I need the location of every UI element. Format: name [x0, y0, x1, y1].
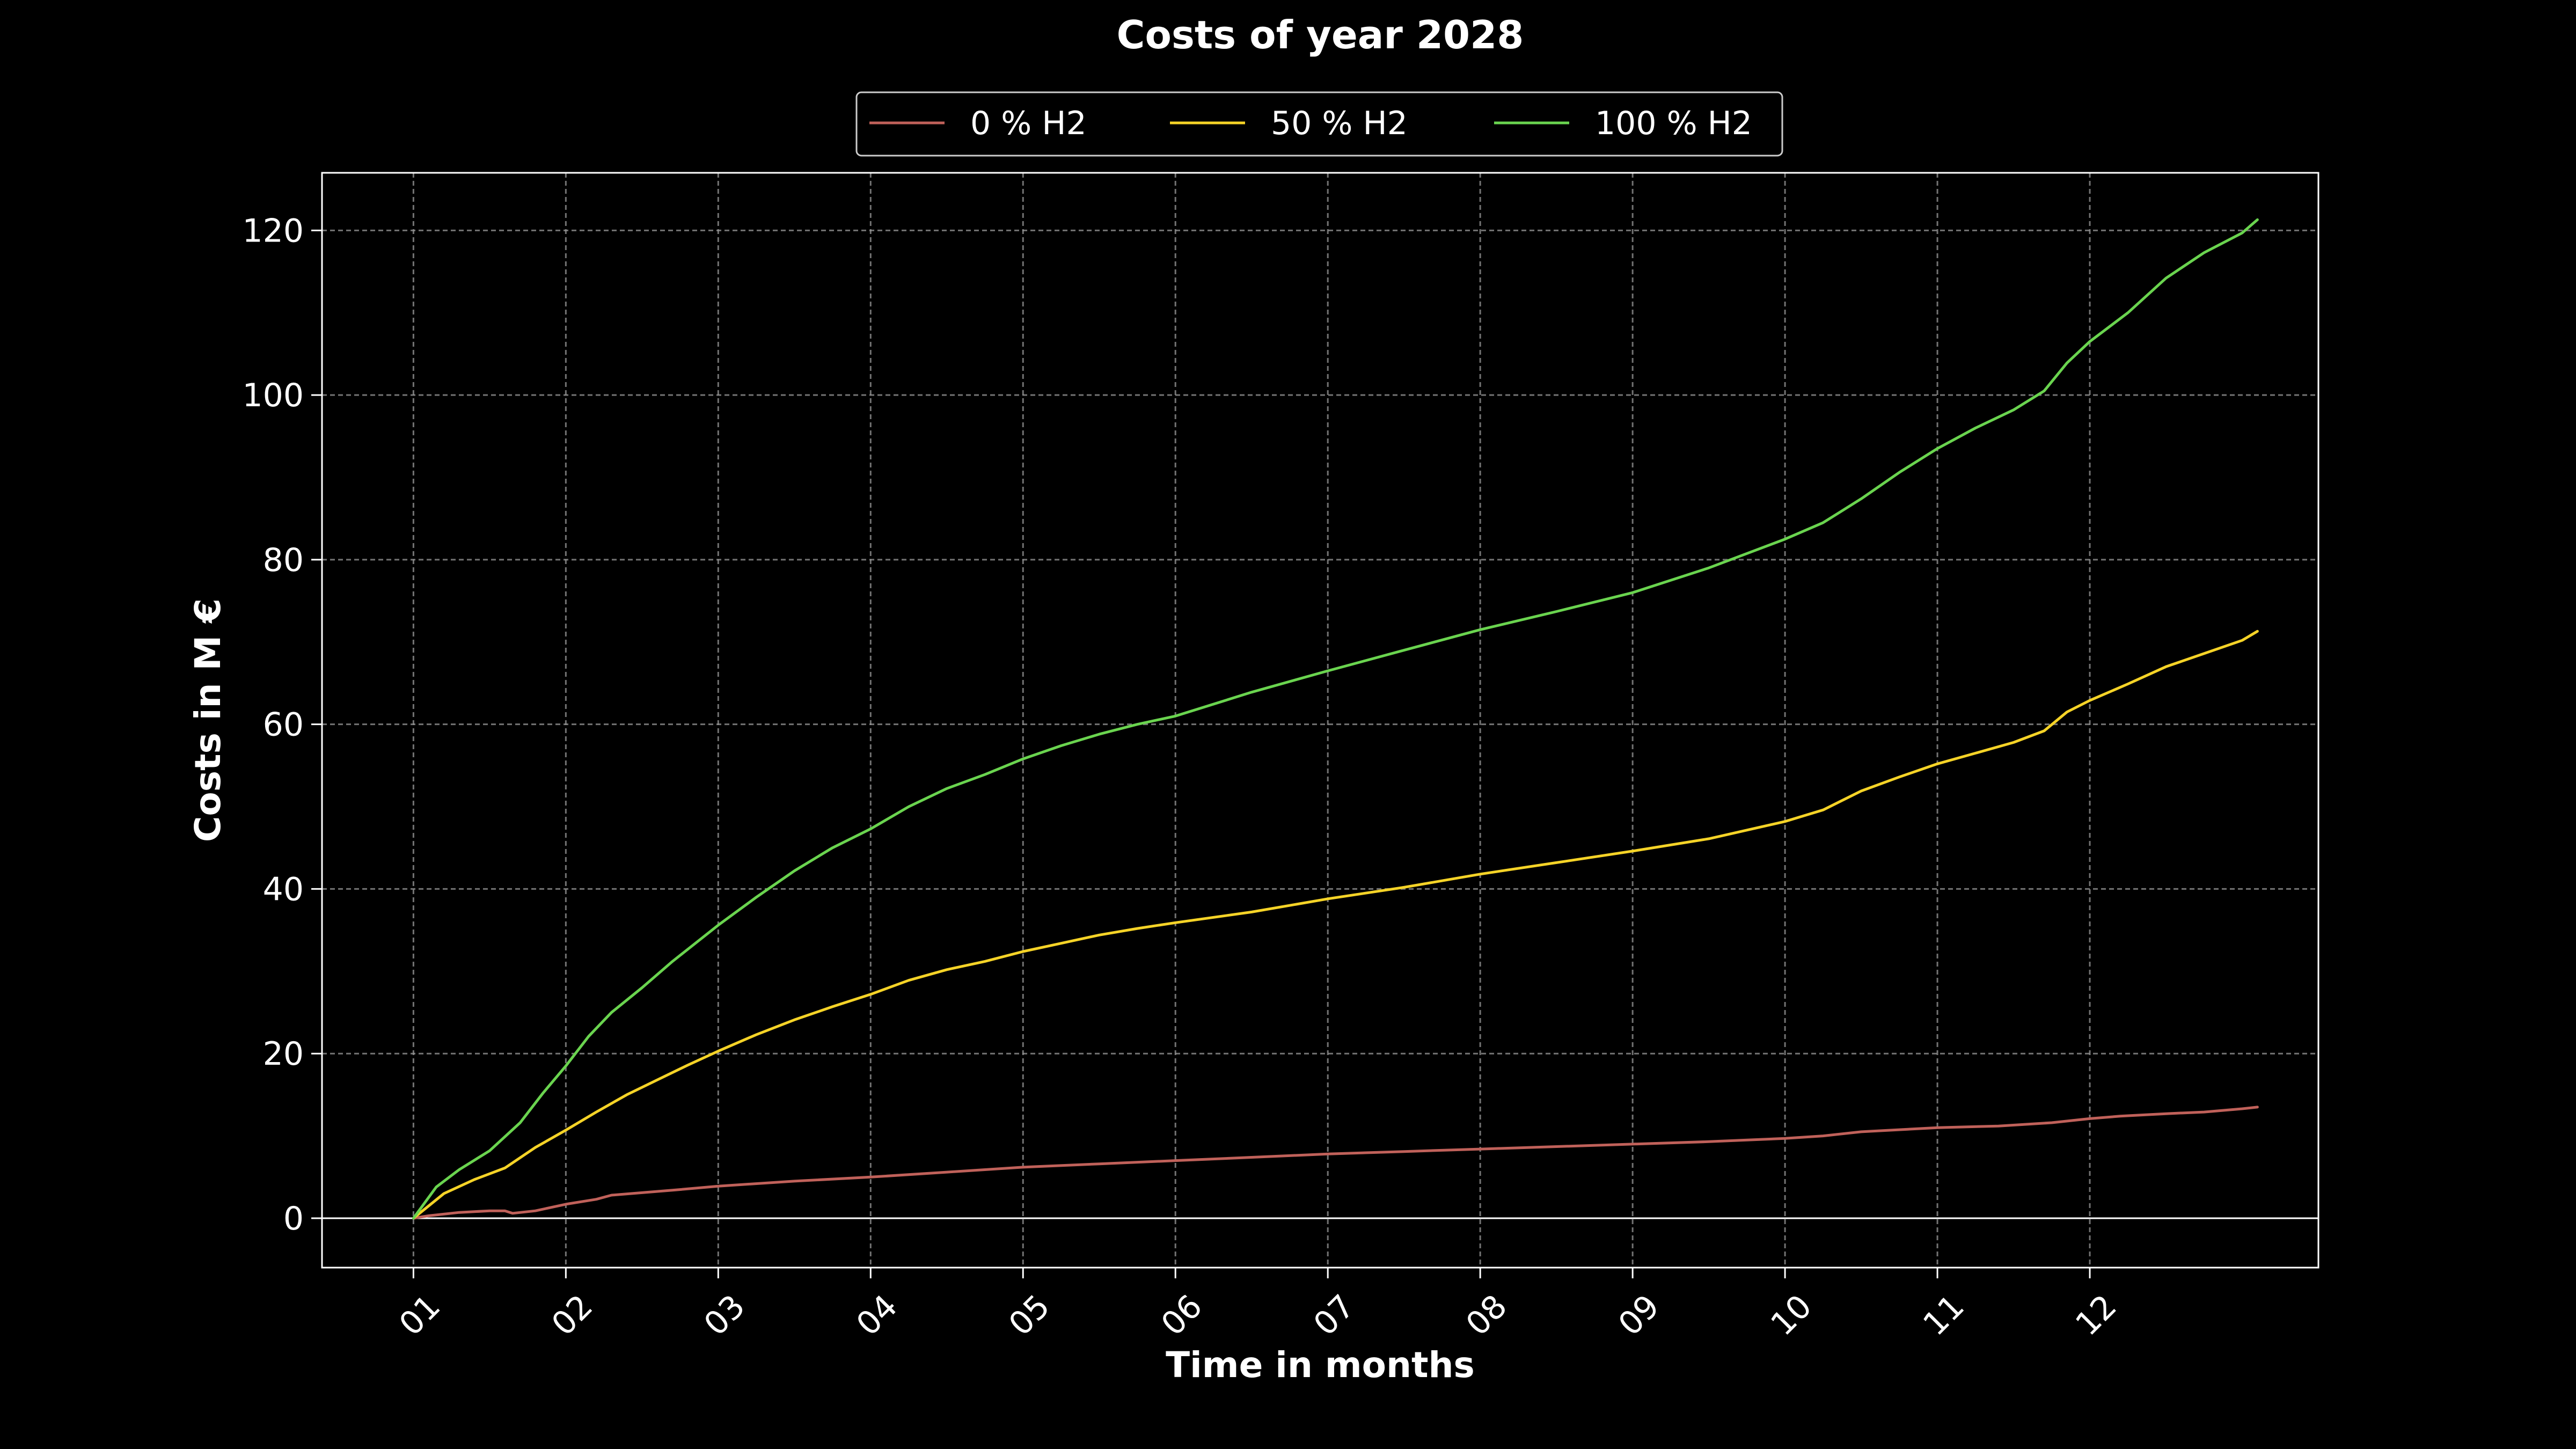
x-axis-label: Time in months [1166, 1344, 1475, 1386]
y-tick-label: 60 [263, 706, 304, 744]
legend-label: 0 % H2 [970, 105, 1087, 142]
legend: 0 % H2 50 % H2 100 % H2 [855, 91, 1783, 157]
legend-box [855, 91, 1783, 157]
y-tick-label: 100 [242, 377, 304, 414]
y-tick-label: 80 [263, 541, 304, 579]
legend-label: 50 % H2 [1271, 105, 1408, 142]
grid [322, 173, 2318, 1268]
series-line-1 [412, 1106, 2259, 1220]
legend-label: 100 % H2 [1595, 105, 1752, 142]
y-tick-label: 0 [283, 1200, 304, 1238]
y-tick-label: 120 [242, 212, 304, 250]
chart-title: Costs of year 2028 [1117, 12, 1524, 57]
y-axis-label: Costs in M € [187, 598, 229, 842]
y-tick-label: 40 [263, 870, 304, 908]
plot-frame [321, 172, 2319, 1269]
y-axis-ticks: 0 20 40 60 80 100 120 [242, 212, 322, 1238]
plot-series [412, 218, 2259, 1220]
series-line-2 [412, 630, 2259, 1220]
y-tick-label: 20 [263, 1035, 304, 1073]
series-line-3 [412, 218, 2259, 1220]
